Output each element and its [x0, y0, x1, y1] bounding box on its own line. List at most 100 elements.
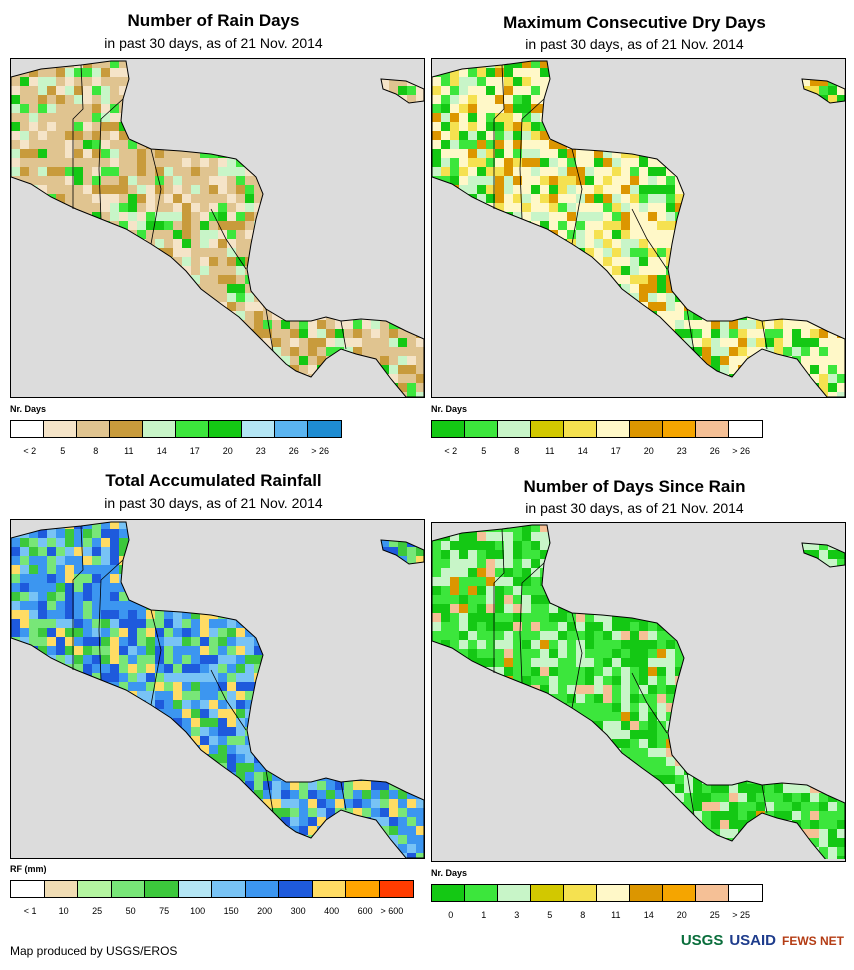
- country-border: [686, 772, 695, 816]
- country-border: [210, 669, 247, 731]
- legend-tick-label: 26: [288, 446, 299, 456]
- country-border: [519, 98, 545, 220]
- legend-swatch: [44, 421, 77, 437]
- legend-swatch: [242, 421, 275, 437]
- country-border: [210, 208, 247, 270]
- legend-swatch: [178, 881, 212, 897]
- legend-swatch: [531, 421, 564, 437]
- legend-swatch: [465, 885, 498, 901]
- country-border: [631, 672, 668, 734]
- legend-title: RF (mm): [10, 864, 47, 874]
- legend-swatch: [432, 885, 465, 901]
- legend-tick-label: 14: [156, 446, 167, 456]
- legend-swatch: [143, 421, 176, 437]
- map-credit: Map produced by USGS/EROS: [10, 944, 178, 958]
- legend-tick-label: 20: [643, 446, 654, 456]
- legend-tick-label: < 2: [23, 446, 37, 456]
- panel-subtitle: in past 30 days, as of 21 Nov. 2014: [525, 36, 744, 52]
- legend-bar: [431, 884, 763, 902]
- raster-cells: [432, 525, 845, 859]
- legend-swatch: [630, 421, 663, 437]
- country-border: [761, 784, 768, 814]
- country-border: [72, 525, 84, 670]
- coastline: [11, 521, 424, 858]
- coastline: [432, 524, 845, 859]
- legend-bar: [10, 880, 414, 898]
- panel-title: Maximum Consecutive Dry Days: [503, 13, 766, 32]
- legend-tick-label: < 1: [23, 906, 37, 916]
- legend-tick-label: > 26: [732, 446, 751, 456]
- raster-cells: [11, 522, 424, 858]
- country-border: [265, 308, 274, 352]
- map-canvas: [11, 60, 424, 397]
- legend-tick-label: > 25: [732, 910, 751, 920]
- fewsnet-logo: FEWS NET: [782, 933, 844, 948]
- legend-swatch: [111, 881, 145, 897]
- legend-tick-label: 11: [611, 910, 621, 920]
- legend-swatch: [630, 885, 663, 901]
- legend-swatch: [176, 421, 209, 437]
- map-canvas: [432, 524, 845, 859]
- legend-bar: [10, 420, 342, 438]
- legend-swatch: [597, 421, 630, 437]
- legend-tick-label: 20: [222, 446, 233, 456]
- coastline: [801, 542, 845, 568]
- panel-accumulated-rainfall: Total Accumulated Rainfall in past 30 da…: [0, 466, 427, 926]
- legend-tick-label: 400: [324, 906, 340, 916]
- map-days-since-rain: [431, 522, 846, 862]
- legend-tick-label: 11: [124, 446, 134, 456]
- country-border: [571, 612, 583, 709]
- country-border: [98, 559, 124, 681]
- legend-swatch: [696, 885, 729, 901]
- legend-tick-label: 23: [255, 446, 266, 456]
- legend-tick-label: 600: [357, 906, 373, 916]
- legend-tick-label: 300: [290, 906, 306, 916]
- country-border: [761, 320, 768, 350]
- legend-swatch: [77, 421, 110, 437]
- legend-tick-label: < 2: [444, 446, 458, 456]
- legend-swatch: [696, 421, 729, 437]
- panel-title: Number of Days Since Rain: [523, 477, 746, 496]
- legend-tick-label: > 26: [311, 446, 330, 456]
- raster-cells: [11, 61, 424, 397]
- country-border: [265, 769, 274, 813]
- coastline: [801, 78, 845, 104]
- legend-tick-label: 5: [481, 446, 487, 456]
- coastline: [380, 539, 424, 565]
- map-accumulated-rainfall: [10, 519, 425, 859]
- legend-swatch: [729, 421, 762, 437]
- country-border: [340, 320, 347, 350]
- panel-subtitle: in past 30 days, as of 21 Nov. 2014: [525, 500, 744, 516]
- legend-swatch: [564, 885, 597, 901]
- legend-tick-label: 1: [481, 910, 487, 920]
- logo-strip: USGS USAID FEWS NET: [681, 932, 844, 949]
- legend-swatch: [432, 421, 465, 437]
- country-border: [150, 148, 162, 245]
- map-canvas: [432, 60, 845, 397]
- legend-tick-label: 14: [577, 446, 588, 456]
- map-canvas: [11, 521, 424, 858]
- country-border: [493, 64, 505, 209]
- legend-tick-label: 100: [190, 906, 206, 916]
- legend-tick-label: 3: [514, 910, 520, 920]
- legend-swatch: [212, 881, 246, 897]
- legend-swatch: [11, 881, 45, 897]
- legend-tick-label: 10: [58, 906, 69, 916]
- country-border: [72, 64, 84, 209]
- country-border: [571, 148, 583, 245]
- legend-swatch: [145, 881, 179, 897]
- legend-swatch: [379, 881, 413, 897]
- legend-swatch: [346, 881, 380, 897]
- legend-title: Nr. Days: [431, 868, 468, 878]
- legend-swatch: [78, 881, 112, 897]
- coastline: [432, 60, 845, 397]
- legend-tick-label: > 600: [380, 906, 404, 916]
- raster-cells: [432, 61, 845, 397]
- legend-tick-label: 23: [676, 446, 687, 456]
- legend-tick-label: 11: [545, 446, 555, 456]
- country-border: [519, 562, 545, 684]
- legend-swatch: [663, 885, 696, 901]
- legend-bar: [431, 420, 763, 438]
- legend-tick-label: 14: [643, 910, 654, 920]
- legend-tick-label: 25: [709, 910, 720, 920]
